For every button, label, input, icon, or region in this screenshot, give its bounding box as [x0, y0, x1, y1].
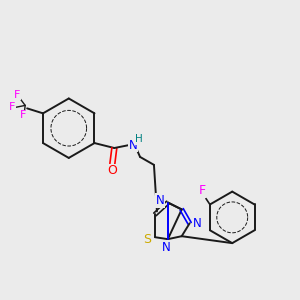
Text: N: N: [161, 241, 170, 254]
Text: N: N: [193, 217, 202, 230]
Text: F: F: [9, 102, 16, 112]
Text: F: F: [198, 184, 206, 197]
Text: H: H: [135, 134, 143, 144]
Text: F: F: [14, 89, 20, 100]
Text: N: N: [129, 139, 137, 152]
Text: F: F: [20, 110, 26, 120]
Text: O: O: [107, 164, 117, 177]
Text: S: S: [143, 233, 151, 246]
Text: N: N: [155, 194, 164, 207]
